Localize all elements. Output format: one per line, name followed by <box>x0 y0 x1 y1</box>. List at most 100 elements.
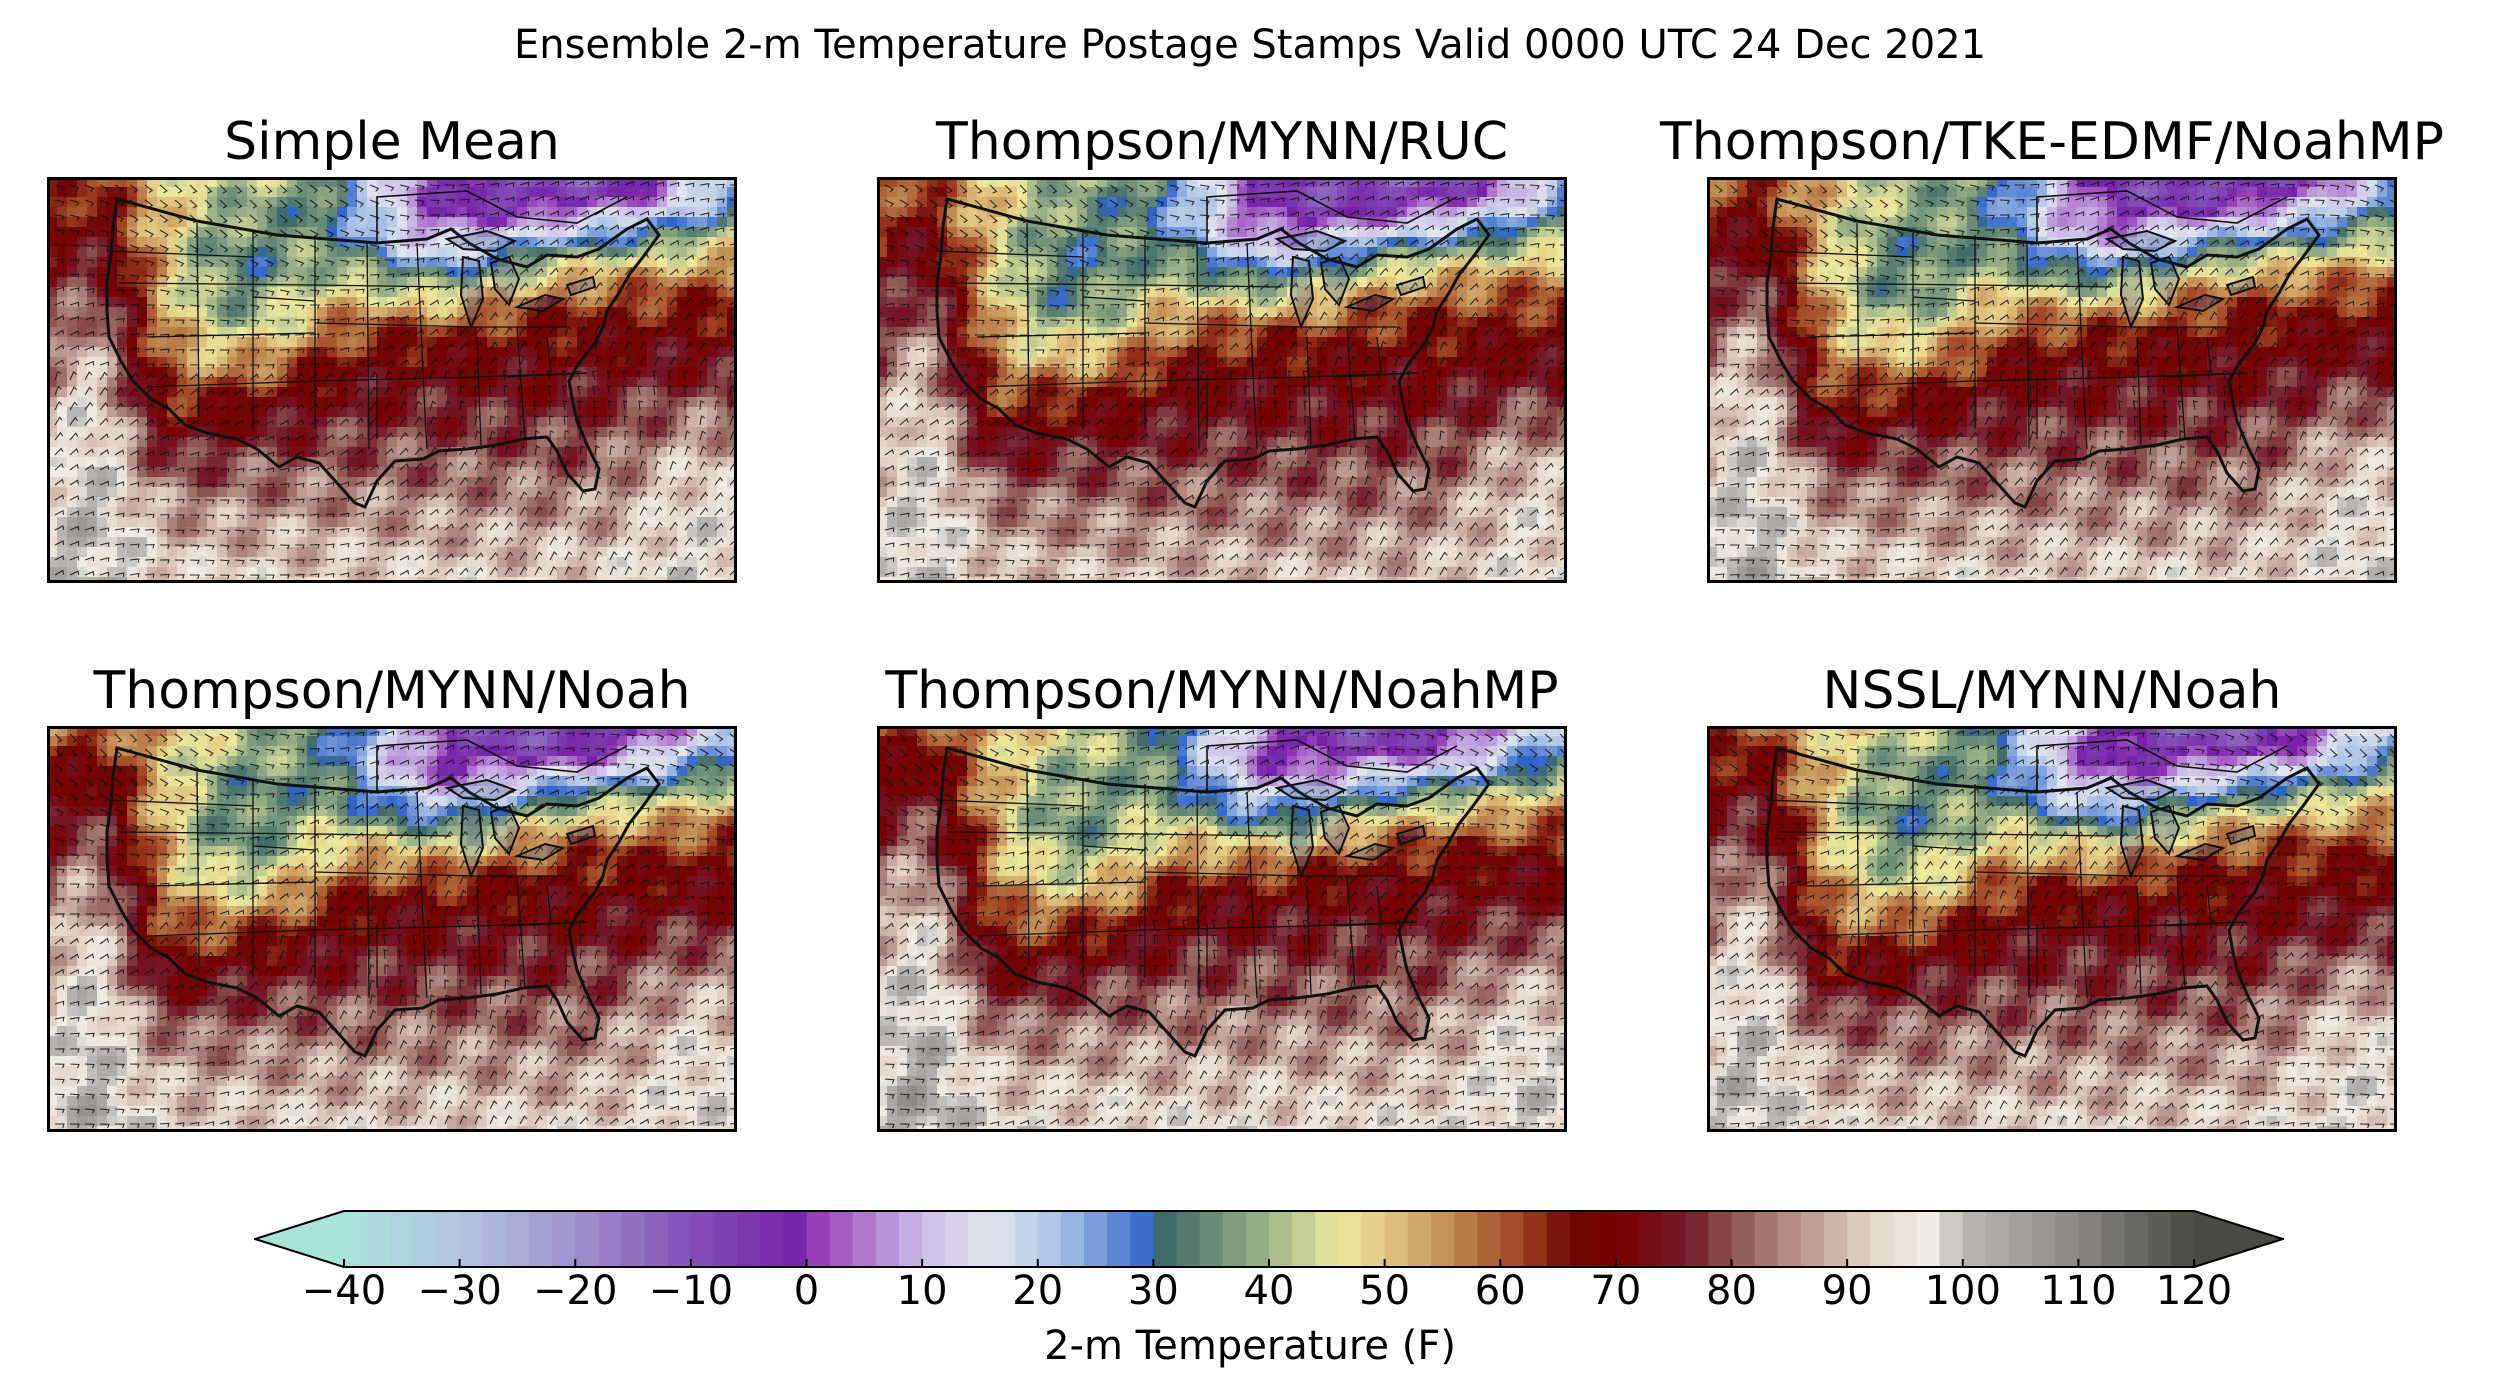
colorbar-swatch <box>667 1210 692 1268</box>
colorbar-extend-high <box>2194 1210 2283 1268</box>
colorbar-swatch <box>1269 1210 1293 1268</box>
colorbar-swatch <box>1546 1210 1571 1268</box>
colorbar-swatch <box>390 1210 414 1268</box>
colorbar-swatch <box>2078 1210 2103 1268</box>
wind-barbs <box>1714 729 2397 1129</box>
colorbar-swatch <box>1222 1210 1247 1268</box>
colorbar-swatch <box>1361 1210 1386 1268</box>
temperature-map <box>47 177 737 583</box>
colorbar-swatch <box>1477 1210 1501 1268</box>
boundaries <box>1765 190 2321 509</box>
colorbar-tick-label: −40 <box>284 1268 404 1314</box>
colorbar-swatch <box>2101 1210 2126 1268</box>
boundaries <box>105 190 661 509</box>
colorbar-swatch <box>436 1210 461 1268</box>
figure-title: Ensemble 2-m Temperature Postage Stamps … <box>0 22 2500 68</box>
colorbar-swatch <box>1107 1210 1131 1268</box>
colorbar-swatch <box>760 1210 784 1268</box>
colorbar-tick-label: 50 <box>1325 1268 1445 1314</box>
coastline <box>1765 746 2321 1058</box>
colorbar-tick-label: 80 <box>1672 1268 1792 1314</box>
colorbar-swatch <box>1523 1210 1548 1268</box>
colorbar-swatch <box>1754 1210 1779 1268</box>
panel-title: Thompson/MYNN/NoahMP <box>817 661 1627 721</box>
colorbar-swatch <box>899 1210 923 1268</box>
colorbar-tick-label: 60 <box>1440 1268 1560 1314</box>
colorbar-swatch <box>1708 1210 1733 1268</box>
colorbar-swatch <box>2170 1210 2195 1268</box>
colorbar-swatch <box>1430 1210 1455 1268</box>
colorbar-swatch <box>1939 1210 1964 1268</box>
temperature-field <box>1707 726 2397 1132</box>
colorbar-swatch <box>2124 1210 2149 1268</box>
boundaries <box>935 190 1491 509</box>
temperature-map <box>1707 726 2397 1132</box>
colorbar-swatch <box>1592 1210 1617 1268</box>
colorbar-tick-label: 40 <box>1209 1268 1329 1314</box>
coastline <box>105 197 661 509</box>
boundaries <box>1765 739 2321 1058</box>
map-frame <box>877 177 1567 583</box>
colorbar-swatch <box>1153 1210 1178 1268</box>
wind-barbs <box>884 729 1567 1129</box>
coastline <box>105 746 661 1058</box>
colorbar-swatch <box>1454 1210 1478 1268</box>
colorbar-swatch <box>1014 1210 1039 1268</box>
temperature-field <box>877 726 1567 1132</box>
colorbar <box>254 1210 2284 1268</box>
colorbar-swatch <box>1500 1210 1524 1268</box>
colorbar-swatch <box>1847 1210 1871 1268</box>
colorbar-swatch <box>1962 1210 1987 1268</box>
temperature-map <box>47 726 737 1132</box>
colorbar-swatch <box>1985 1210 2010 1268</box>
colorbar-swatch <box>1245 1210 1270 1268</box>
panel-title: Thompson/MYNN/RUC <box>817 112 1627 172</box>
panel-title: Thompson/MYNN/Noah <box>0 661 797 721</box>
colorbar-swatch <box>1685 1210 1709 1268</box>
colorbar-tick-label: 110 <box>2018 1268 2138 1314</box>
colorbar-swatch <box>529 1210 553 1268</box>
colorbar-swatch <box>852 1210 877 1268</box>
colorbar-swatch <box>1870 1210 1894 1268</box>
colorbar-swatch <box>644 1210 669 1268</box>
colorbar-extend-low <box>255 1210 344 1268</box>
panel-thompson-tke-edmf-noahmp: Thompson/TKE-EDMF/NoahMP <box>1660 112 2444 583</box>
colorbar-swatch <box>1407 1210 1432 1268</box>
boundaries <box>105 739 661 1058</box>
map-frame <box>1707 177 2397 583</box>
colorbar-swatch <box>875 1210 900 1268</box>
colorbar-swatch <box>1037 1210 1062 1268</box>
panel-nssl-mynn-noah: NSSL/MYNN/Noah <box>1707 661 2397 1132</box>
colorbar-swatch <box>806 1210 831 1268</box>
panel-title: NSSL/MYNN/Noah <box>1647 661 2457 721</box>
coastline <box>1765 197 2321 509</box>
colorbar-swatch <box>737 1210 761 1268</box>
temperature-map <box>1707 177 2397 583</box>
colorbar-swatch <box>1893 1210 1918 1268</box>
colorbar-swatch <box>482 1210 507 1268</box>
colorbar-swatch <box>2147 1210 2172 1268</box>
colorbar-swatch <box>1639 1210 1663 1268</box>
colorbar-tick-label: 0 <box>747 1268 867 1314</box>
wind-barbs <box>54 180 737 580</box>
colorbar-swatch <box>505 1210 530 1268</box>
colorbar-swatch <box>2032 1210 2056 1268</box>
panel-title: Simple Mean <box>0 112 797 172</box>
panel-thompson-mynn-ruc: Thompson/MYNN/RUC <box>877 112 1567 583</box>
colorbar-swatch <box>1615 1210 1640 1268</box>
colorbar-swatch <box>459 1210 484 1268</box>
colorbar-swatch <box>2055 1210 2079 1268</box>
colorbar-swatch <box>2009 1210 2033 1268</box>
map-frame <box>877 726 1567 1132</box>
colorbar-tick-label: 120 <box>2134 1268 2254 1314</box>
colorbar-swatch <box>1130 1210 1154 1268</box>
colorbar-tick-label: −30 <box>400 1268 520 1314</box>
colorbar-swatch <box>344 1210 368 1268</box>
colorbar-tick-label: 90 <box>1787 1268 1907 1314</box>
temperature-field <box>1707 177 2397 583</box>
temperature-field <box>877 177 1567 583</box>
temperature-map <box>877 726 1567 1132</box>
coastline <box>935 746 1491 1058</box>
colorbar-swatch <box>991 1210 1016 1268</box>
colorbar-swatch <box>968 1210 993 1268</box>
